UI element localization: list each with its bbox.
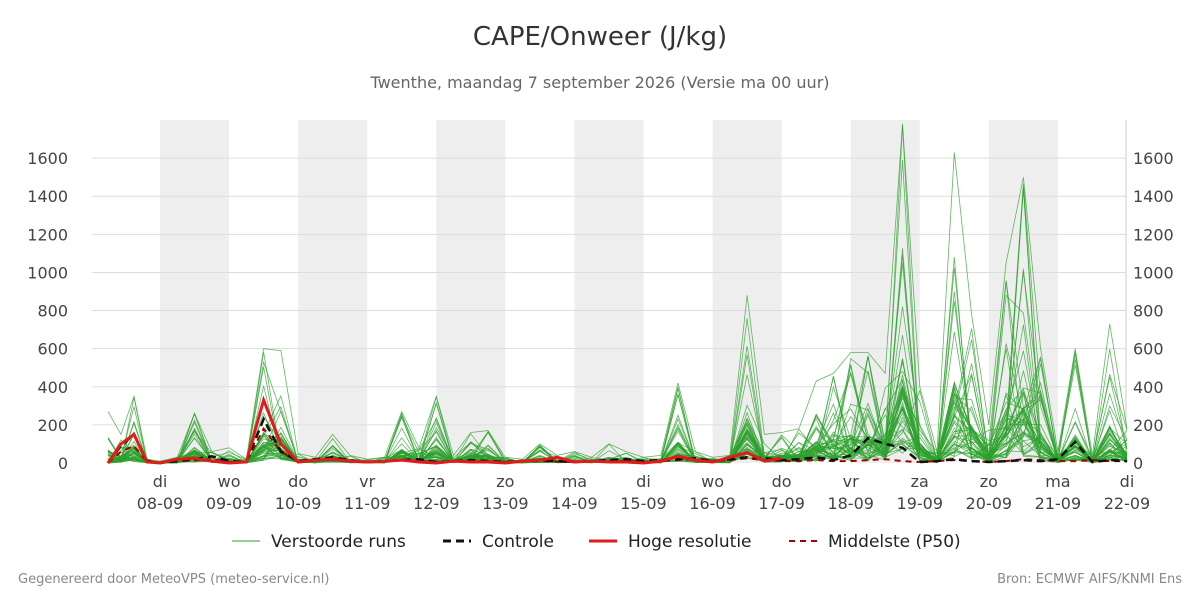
x-tick-date: 19-09	[897, 494, 944, 513]
chart-title: CAPE/Onweer (J/kg)	[472, 22, 728, 52]
ensemble-run-line	[107, 354, 1128, 464]
x-axis: di 08-09 wo 09-09 do 10-09 vr 11-09 za 12-09 zo 13-…	[137, 472, 1150, 513]
legend-label: Verstoorde runs	[271, 532, 406, 552]
y-tick-label: 1000	[27, 263, 68, 282]
x-tick-date: 09-09	[206, 494, 253, 513]
x-tick-day: za	[427, 472, 445, 491]
x-tick-day: wo	[701, 472, 724, 491]
y-tick-label: 0	[58, 454, 68, 473]
x-tick-date: 14-09	[551, 494, 598, 513]
x-tick-date: 20-09	[966, 494, 1013, 513]
chart-subtitle: Twenthe, maandag 7 september 2026 (Versi…	[370, 73, 830, 92]
legend-label: Hoge resolutie	[628, 532, 752, 552]
y-tick-label: 600	[1133, 340, 1164, 359]
control-line	[107, 416, 1128, 465]
main-series	[106, 395, 1128, 465]
x-tick-day: di	[636, 472, 651, 491]
y-tick-label: 1600	[27, 149, 68, 168]
x-tick-day: zo	[496, 472, 514, 491]
y-axis-right: 0 200 400 600 800 1000 1200 1400 1600	[1133, 149, 1174, 473]
x-tick-date: 15-09	[620, 494, 667, 513]
y-tick-label: 1400	[1133, 187, 1174, 206]
night-band	[160, 120, 230, 463]
night-band	[436, 120, 506, 463]
ensemble-run-line	[107, 399, 1128, 464]
legend-label: Middelste (P50)	[828, 532, 961, 552]
y-tick-label: 1600	[1133, 149, 1174, 168]
x-tick-date: 08-09	[137, 494, 184, 513]
x-tick-day: ma	[562, 472, 587, 491]
x-tick-date: 17-09	[758, 494, 805, 513]
x-tick-day: vr	[359, 472, 375, 491]
hires-line	[106, 395, 782, 465]
y-tick-label: 1200	[27, 225, 68, 244]
x-tick-day: vr	[843, 472, 859, 491]
x-tick-date: 10-09	[275, 494, 322, 513]
y-tick-label: 200	[37, 416, 68, 435]
night-band	[574, 120, 644, 463]
y-tick-label: 800	[37, 302, 68, 321]
x-tick-day: za	[911, 472, 929, 491]
x-tick-day: do	[772, 472, 792, 491]
footer-source: Bron: ECMWF AIFS/KNMI Ens	[997, 572, 1182, 587]
y-tick-label: 200	[1133, 416, 1164, 435]
x-tick-day: di	[153, 472, 168, 491]
night-bands	[160, 120, 1058, 463]
y-tick-label: 800	[1133, 302, 1164, 321]
y-tick-label: 0	[1133, 454, 1143, 473]
y-tick-label: 600	[37, 340, 68, 359]
x-tick-date: 18-09	[827, 494, 874, 513]
legend-label: Controle	[482, 532, 554, 552]
x-tick-date: 16-09	[689, 494, 736, 513]
x-tick-day: di	[1120, 472, 1135, 491]
y-tick-label: 400	[1133, 378, 1164, 397]
x-tick-date: 22-09	[1104, 494, 1151, 513]
footer-credit: Gegenereerd door MeteoVPS (meteo-service…	[18, 572, 330, 587]
x-tick-date: 13-09	[482, 494, 529, 513]
x-tick-day: wo	[218, 472, 241, 491]
x-tick-day: zo	[980, 472, 998, 491]
y-tick-label: 1200	[1133, 225, 1174, 244]
x-tick-day: do	[288, 472, 308, 491]
ensemble-run-line	[107, 123, 1128, 462]
x-tick-date: 12-09	[413, 494, 460, 513]
y-axis-left: 0 200 400 600 800 1000 1200 1400 1600	[27, 149, 68, 473]
x-tick-day: ma	[1045, 472, 1070, 491]
y-tick-label: 1400	[27, 187, 68, 206]
x-tick-date: 21-09	[1035, 494, 1082, 513]
x-tick-date: 11-09	[344, 494, 391, 513]
y-tick-label: 400	[37, 378, 68, 397]
legend: Verstoorde runs Controle Hoge resolutie Mid…	[232, 532, 961, 552]
median-line	[107, 426, 1127, 465]
y-tick-label: 1000	[1133, 263, 1174, 282]
night-band	[298, 120, 368, 463]
